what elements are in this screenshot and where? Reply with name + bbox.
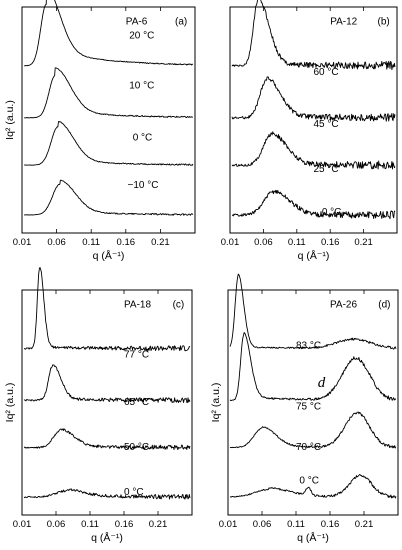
series-label: 70 °C: [296, 442, 321, 453]
series-label: 0 °C: [124, 487, 144, 498]
series-trace: [24, 121, 194, 166]
x-tick-label: 0.11: [287, 519, 305, 530]
y-axis-label: Iq² (a.u.): [4, 383, 16, 423]
series-label: 83 °C: [296, 341, 321, 352]
x-tick-label: 0.11: [81, 519, 99, 530]
x-tick-label: 0.16: [117, 237, 136, 248]
series-label: 0 °C: [322, 207, 342, 218]
series-label: 60 °C: [314, 67, 339, 78]
x-tick-label: 0.21: [149, 519, 168, 530]
x-tick-label: 0.01: [13, 519, 32, 530]
x-tick-label: 0.06: [254, 237, 273, 248]
series-trace: [23, 428, 191, 451]
x-tick-label: 0.16: [115, 519, 134, 530]
x-tick-label: 0.21: [151, 237, 170, 248]
plot-frame: [21, 289, 193, 516]
panel-pa6: 20 °C 10 °C 0 °C −10 °C PA-6 (a) 0.01 0.06 0.11 0…: [4, 0, 196, 262]
x-tick-label: 0.06: [47, 519, 66, 530]
series-label: 0 °C: [133, 132, 153, 143]
series-trace: [24, 67, 193, 119]
panel-tag: (c): [173, 300, 185, 311]
series-trace: [231, 131, 396, 170]
series-label: 50 °C: [124, 442, 149, 453]
series-trace: [231, 0, 396, 71]
series-trace: [23, 364, 191, 404]
x-tick-label: 0.16: [321, 237, 340, 248]
panel-tag: (a): [175, 17, 187, 28]
series-label: 45 °C: [314, 119, 339, 130]
panel-pa26: 83 °C 75 °C 70 °C 0 °C PA-26 (d) 0.01 0.06 0.11 0…: [210, 273, 399, 544]
panel-label: PA-6: [126, 17, 148, 28]
y-axis-label: Iq² (a.u.): [210, 383, 222, 423]
series-trace: [229, 411, 397, 449]
x-tick-label: 0.21: [355, 519, 374, 530]
series-trace: [231, 189, 396, 220]
series-label: 10 °C: [129, 80, 154, 91]
series-trace: [24, 0, 194, 67]
series-label: 77 °C: [124, 350, 149, 361]
panel-pa18: 77 °C 65 °C 50 °C 0 °C PA-18 (c) 0.01 0.06 0.11 0…: [4, 267, 193, 544]
panel-label: PA-18: [124, 300, 151, 311]
x-tick-label: 0.01: [221, 237, 240, 248]
series-trace: [23, 267, 191, 352]
x-tick-label: 0.01: [13, 237, 32, 248]
x-axis-label: q (Å⁻¹): [91, 531, 123, 544]
x-axis-label: q (Å⁻¹): [298, 249, 330, 262]
x-tick-label: 0.16: [321, 519, 340, 530]
y-axis-label: Iq² (a.u.): [4, 100, 16, 140]
x-axis-label: q (Å⁻¹): [93, 249, 125, 262]
series-label: 0 °C: [299, 476, 319, 487]
panel-label: PA-12: [330, 17, 357, 28]
x-tick-label: 0.11: [288, 237, 306, 248]
x-tick-label: 0.01: [219, 519, 238, 530]
series-trace: [229, 273, 397, 350]
plot-frame: [21, 6, 196, 234]
series-trace: [229, 474, 397, 499]
plot-frame: [227, 289, 399, 516]
series-label: −10 °C: [128, 180, 159, 191]
series-trace: [229, 332, 397, 402]
x-tick-label: 0.11: [82, 237, 100, 248]
plot-frame: [229, 6, 398, 234]
panel-annotation: d: [318, 375, 326, 391]
panel-tag: (d): [378, 300, 390, 311]
series-trace: [231, 76, 396, 122]
series-label: 75 °C: [296, 401, 321, 412]
panel-label: PA-26: [330, 300, 357, 311]
series-label: 65 °C: [124, 397, 149, 408]
series-label: 20 °C: [129, 31, 154, 42]
series-label: 25 °C: [314, 164, 339, 175]
x-axis-label: q (Å⁻¹): [297, 531, 329, 544]
x-tick-label: 0.06: [253, 519, 272, 530]
x-tick-label: 0.21: [354, 237, 373, 248]
series-trace: [23, 179, 194, 216]
panel-pa12: 60 °C 45 °C 25 °C 0 °C PA-12 (b) 0.01 0.06 0.11 0…: [221, 0, 398, 262]
x-tick-label: 0.06: [47, 237, 66, 248]
panel-tag: (b): [378, 17, 390, 28]
series-trace: [23, 488, 191, 500]
